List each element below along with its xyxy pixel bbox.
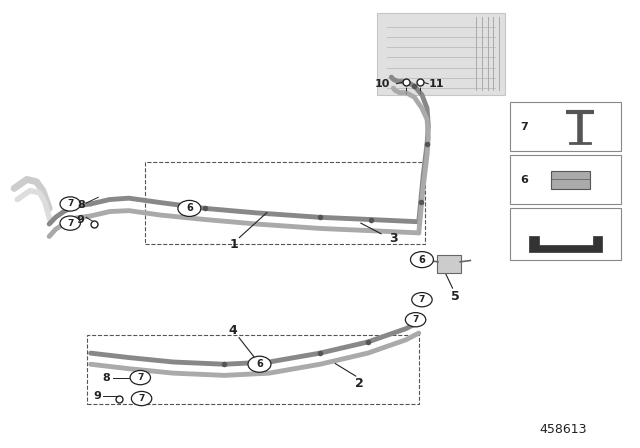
Circle shape — [412, 293, 432, 307]
Text: 6: 6 — [256, 359, 263, 369]
Polygon shape — [529, 237, 602, 252]
Text: 9: 9 — [76, 215, 84, 224]
Bar — [551, 172, 589, 189]
Circle shape — [131, 392, 152, 405]
Bar — [510, 102, 621, 151]
Text: 8: 8 — [77, 200, 85, 210]
FancyBboxPatch shape — [378, 13, 505, 95]
Text: 11: 11 — [429, 79, 444, 89]
Text: 4: 4 — [228, 324, 237, 337]
FancyBboxPatch shape — [437, 255, 461, 273]
Circle shape — [405, 313, 426, 327]
Bar — [510, 155, 621, 204]
Text: 5: 5 — [451, 289, 460, 303]
Text: 10: 10 — [375, 79, 390, 89]
Text: 6: 6 — [520, 175, 528, 185]
Text: 7: 7 — [67, 219, 74, 228]
Circle shape — [410, 252, 433, 267]
Circle shape — [60, 197, 81, 211]
Text: 1: 1 — [230, 237, 238, 250]
Circle shape — [248, 356, 271, 372]
Text: 7: 7 — [520, 122, 528, 132]
Text: 9: 9 — [93, 391, 101, 401]
Text: 7: 7 — [419, 295, 425, 304]
Text: 7: 7 — [67, 199, 74, 208]
Text: 7: 7 — [412, 315, 419, 324]
Circle shape — [130, 370, 150, 385]
Circle shape — [178, 200, 201, 216]
Text: 6: 6 — [419, 254, 426, 265]
Text: 3: 3 — [389, 232, 397, 245]
Text: 458613: 458613 — [540, 423, 587, 436]
Bar — [510, 208, 621, 260]
Text: 8: 8 — [102, 373, 111, 383]
Text: 7: 7 — [137, 373, 143, 382]
Circle shape — [60, 216, 81, 230]
Text: 6: 6 — [186, 203, 193, 213]
Text: 2: 2 — [355, 377, 364, 390]
Text: 7: 7 — [138, 394, 145, 403]
